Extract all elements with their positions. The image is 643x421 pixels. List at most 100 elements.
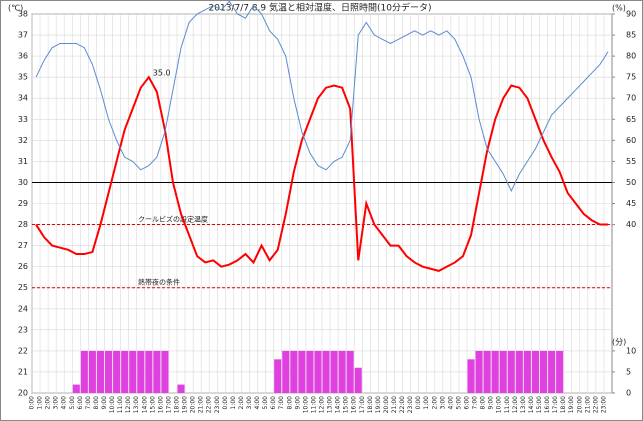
x-tick-label: 18:00: [560, 396, 567, 413]
x-tick-label: 13:00: [133, 396, 140, 413]
y-tick-label: 32: [18, 136, 28, 145]
sunshine-bar: [177, 384, 185, 393]
sunshine-bar: [540, 350, 548, 393]
x-tick-label: 12:00: [512, 396, 519, 413]
x-tick-label: 10:00: [109, 396, 116, 413]
series-line: [35, 75, 608, 272]
annotation: 35.0: [153, 69, 171, 78]
y2-tick-label: 0: [626, 389, 631, 398]
x-tick-label: 11:00: [504, 396, 511, 413]
y-tick-label: 30: [18, 178, 28, 187]
y-tick-label: 33: [18, 115, 28, 124]
sunshine-bar: [322, 350, 330, 393]
y-tick-label: 28: [18, 220, 28, 229]
sunshine-bar: [338, 350, 346, 393]
x-tick-label: 5:00: [69, 396, 76, 410]
x-tick-label: 3:00: [53, 396, 60, 410]
sunshine-bar: [129, 350, 137, 393]
x-tick-label: 22:00: [399, 396, 406, 413]
x-tick-label: 8:00: [480, 396, 487, 410]
sunshine-bar: [515, 350, 523, 393]
y-tick-label: 34: [18, 94, 28, 103]
series-line: [35, 0, 609, 193]
x-tick-label: 19:00: [375, 396, 382, 413]
x-tick-label: 15:00: [536, 396, 543, 413]
x-tick-label: 16:00: [544, 396, 551, 413]
y-unit: (℃): [8, 4, 23, 13]
sunshine-bar: [113, 350, 121, 393]
y-tick-label: 37: [18, 31, 28, 40]
x-tick-label: 5:00: [262, 396, 269, 410]
x-tick-label: 3:00: [439, 396, 446, 410]
x-tick-label: 11:00: [310, 396, 317, 413]
x-tick-label: 23:00: [214, 396, 221, 413]
x-tick-label: 2:00: [431, 396, 438, 410]
x-tick-label: 7:00: [278, 396, 285, 410]
x-tick-label: 12:00: [125, 396, 132, 413]
sunshine-bar: [96, 350, 104, 393]
sunshine-bar: [137, 350, 145, 393]
sunshine-bar: [306, 350, 314, 393]
x-tick-label: 20:00: [576, 396, 583, 413]
sunshine-bar: [282, 350, 290, 393]
sunshine-bar: [314, 350, 322, 393]
reference-label: 熱帯夜の条件: [138, 278, 180, 287]
x-tick-label: 5:00: [455, 396, 462, 410]
x-tick-label: 20:00: [190, 396, 197, 413]
y-tick-label: 26: [18, 262, 28, 271]
x-tick-label: 12:00: [319, 396, 326, 413]
sunshine-bar: [499, 350, 507, 393]
y-tick-label: 29: [18, 199, 28, 208]
y-tick-label: 21: [18, 367, 28, 376]
sunshine-bar: [145, 350, 153, 393]
x-tick-label: 14:00: [335, 396, 342, 413]
sunshine-bar: [507, 350, 515, 393]
sunshine-bar: [548, 350, 556, 393]
y-tick-label: 23: [18, 325, 28, 334]
x-tick-label: 18:00: [174, 396, 181, 413]
x-tick-label: 0:00: [29, 396, 36, 410]
sunshine-bar: [354, 367, 362, 393]
x-tick-label: 21:00: [391, 396, 398, 413]
sunshine-bar: [88, 350, 96, 393]
y2-tick-label: 55: [626, 157, 636, 166]
x-tick-label: 17:00: [552, 396, 559, 413]
x-tick-label: 17:00: [359, 396, 366, 413]
y2-unit-bottom: (分): [612, 338, 626, 347]
sunshine-bar: [330, 350, 338, 393]
x-tick-label: 19:00: [568, 396, 575, 413]
sunshine-bar: [467, 359, 475, 393]
y-tick-label: 35: [18, 73, 28, 82]
x-tick-label: 9:00: [294, 396, 301, 410]
reference-label: クールビズの設定温度: [138, 215, 208, 224]
x-tick-label: 0:00: [222, 396, 229, 410]
x-tick-label: 17:00: [165, 396, 172, 413]
sunshine-bar: [491, 350, 499, 393]
y2-tick-label: 5: [626, 367, 631, 376]
x-tick-label: 1:00: [423, 396, 430, 410]
x-tick-label: 4:00: [61, 396, 68, 410]
y-tick-label: 36: [18, 52, 28, 61]
x-tick-label: 9:00: [488, 396, 495, 410]
x-tick-label: 23:00: [407, 396, 414, 413]
x-tick-label: 10:00: [302, 396, 309, 413]
x-tick-label: 6:00: [270, 396, 277, 410]
x-tick-label: 8:00: [286, 396, 293, 410]
sunshine-bar: [523, 350, 531, 393]
x-tick-label: 8:00: [93, 396, 100, 410]
sunshine-bar: [298, 350, 306, 393]
sunshine-bar: [72, 384, 80, 393]
y2-tick-label: 80: [626, 52, 636, 61]
y2-tick-label: 45: [626, 199, 636, 208]
x-tick-label: 4:00: [254, 396, 261, 410]
sunshine-bar: [531, 350, 539, 393]
x-tick-label: 20:00: [383, 396, 390, 413]
x-tick-label: 7:00: [85, 396, 92, 410]
x-tick-label: 3:00: [246, 396, 253, 410]
x-tick-label: 2:00: [45, 396, 52, 410]
x-tick-label: 21:00: [198, 396, 205, 413]
y-tick-label: 20: [18, 389, 28, 398]
sunshine-bar: [556, 350, 564, 393]
sunshine-bar: [290, 350, 298, 393]
